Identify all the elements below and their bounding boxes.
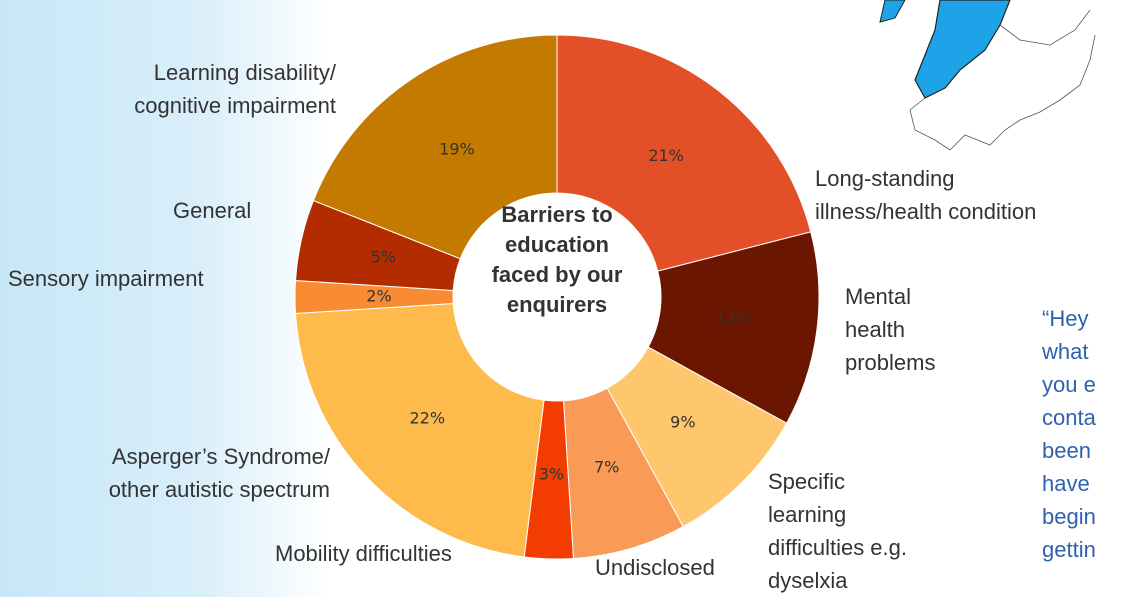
value-label: 22% bbox=[409, 408, 445, 427]
quote-line: been bbox=[1042, 438, 1091, 463]
quote: “Hey what you e conta been have begin gettin bbox=[1042, 302, 1096, 566]
value-label: 7% bbox=[594, 457, 619, 476]
quote-line: conta bbox=[1042, 405, 1096, 430]
chart-title: Barriers to education faced by our enquirer… bbox=[457, 200, 657, 320]
value-label: 5% bbox=[371, 248, 396, 267]
title-line: faced by our bbox=[491, 262, 623, 287]
quote-line: “Hey bbox=[1042, 306, 1089, 331]
value-label: 12% bbox=[716, 309, 752, 328]
category-label: Sensory impairment bbox=[8, 266, 204, 291]
category-label: Asperger’s Syndrome/ other autistic spec… bbox=[108, 444, 330, 502]
quote-line: what bbox=[1042, 339, 1089, 364]
title-line: education bbox=[505, 232, 609, 257]
quote-line: begin bbox=[1042, 504, 1096, 529]
value-label: 21% bbox=[648, 146, 684, 165]
category-label: Mobility difficulties bbox=[275, 541, 452, 566]
category-label: Long-standing illness/health condition bbox=[815, 166, 1037, 224]
chart: 21% 12% 9% 7% 3% 22% 2% 5% 19% bbox=[294, 0, 1096, 560]
title-line: enquirers bbox=[506, 292, 608, 317]
category-label: Undisclosed bbox=[595, 555, 715, 580]
value-label: 3% bbox=[539, 464, 564, 483]
title-line: Barriers to bbox=[501, 202, 613, 227]
quote-line: gettin bbox=[1042, 537, 1096, 562]
category-label: Specific learning difficulties e.g. dyse… bbox=[768, 469, 908, 593]
value-label: 19% bbox=[439, 139, 475, 158]
donut-hole bbox=[453, 193, 661, 401]
quote-line: you e bbox=[1042, 372, 1096, 397]
category-label: Mental health problems bbox=[845, 284, 936, 375]
quote-line: have bbox=[1042, 471, 1090, 496]
value-label: 2% bbox=[366, 287, 391, 306]
category-label: Learning disability/ cognitive impairmen… bbox=[134, 60, 336, 118]
map bbox=[879, 0, 1096, 151]
value-label: 9% bbox=[670, 412, 695, 431]
category-label: General bbox=[173, 198, 252, 223]
